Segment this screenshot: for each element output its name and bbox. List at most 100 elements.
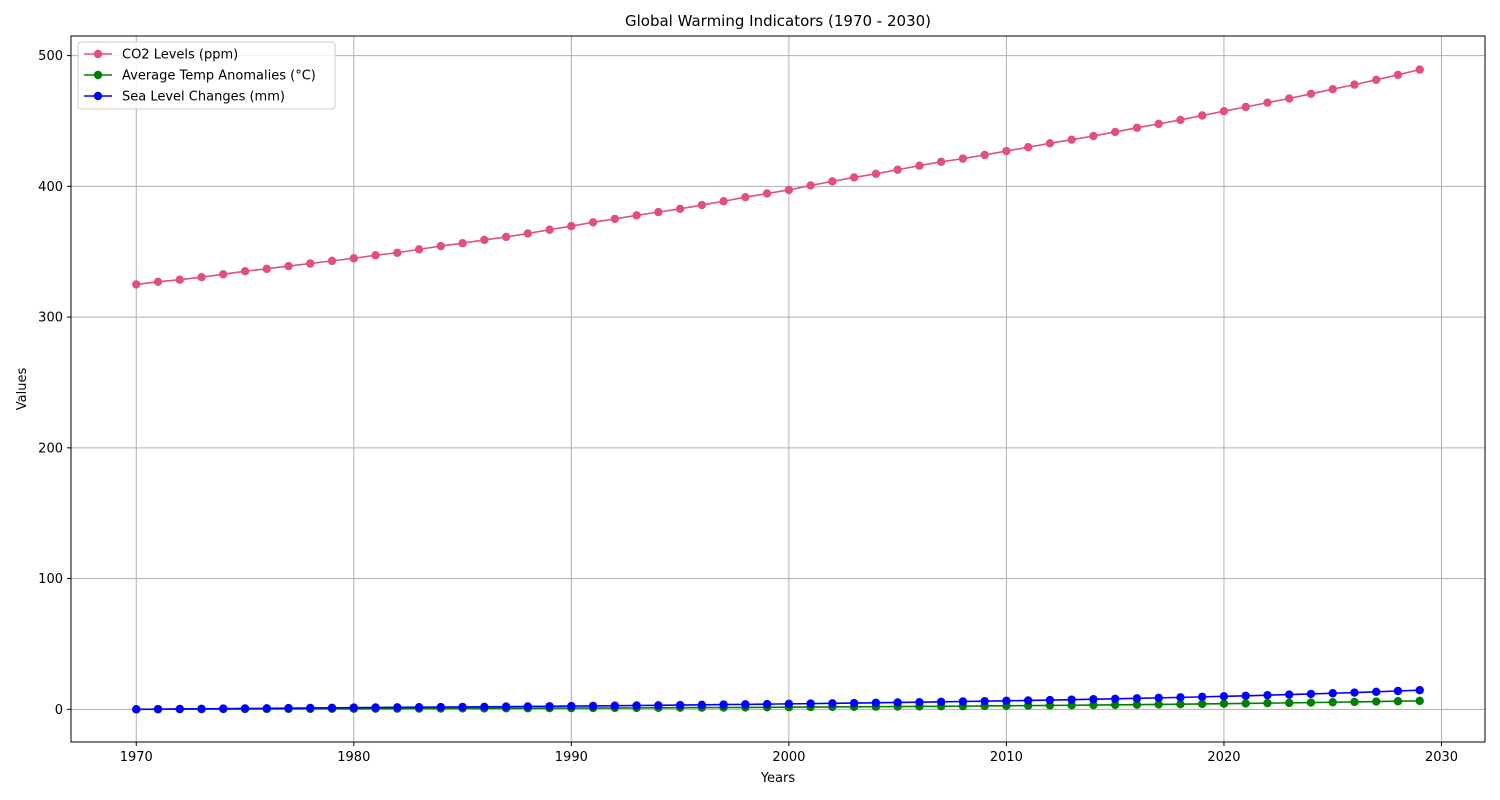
data-point bbox=[806, 181, 815, 190]
data-point bbox=[197, 273, 206, 282]
x-tick-label: 2010 bbox=[990, 750, 1023, 765]
data-point bbox=[284, 261, 293, 271]
data-point bbox=[719, 197, 728, 206]
series-2 bbox=[132, 686, 1424, 714]
data-point bbox=[1110, 700, 1120, 710]
data-point bbox=[175, 275, 184, 284]
data-point bbox=[219, 270, 228, 279]
data-point bbox=[240, 267, 250, 276]
data-point bbox=[1045, 695, 1055, 705]
data-point bbox=[1393, 686, 1403, 696]
data-point bbox=[1328, 85, 1337, 94]
data-point bbox=[741, 193, 750, 202]
data-point bbox=[327, 256, 337, 266]
data-point bbox=[480, 702, 489, 712]
data-point bbox=[1176, 693, 1185, 702]
data-point bbox=[523, 702, 533, 711]
data-point bbox=[610, 701, 620, 710]
data-point bbox=[1263, 690, 1272, 700]
data-point bbox=[1132, 694, 1142, 703]
data-point bbox=[1002, 146, 1011, 156]
data-point bbox=[871, 698, 881, 707]
data-point bbox=[262, 704, 271, 713]
data-point bbox=[1219, 692, 1229, 701]
y-tick-label: 200 bbox=[38, 441, 63, 456]
data-point bbox=[1306, 689, 1316, 699]
x-axis-label: Years bbox=[760, 771, 796, 786]
y-tick-label: 300 bbox=[38, 311, 63, 326]
legend-marker bbox=[93, 91, 103, 101]
y-tick-label: 400 bbox=[38, 180, 63, 195]
data-point bbox=[458, 702, 467, 712]
data-point bbox=[915, 697, 924, 707]
data-point bbox=[1306, 698, 1316, 707]
data-point bbox=[219, 704, 228, 713]
legend-marker bbox=[93, 70, 103, 80]
data-point bbox=[458, 239, 467, 248]
data-point bbox=[1241, 102, 1250, 112]
data-point bbox=[719, 700, 728, 709]
data-point bbox=[610, 214, 620, 224]
data-point bbox=[1045, 139, 1055, 148]
data-point bbox=[436, 241, 446, 251]
data-point bbox=[1415, 696, 1424, 706]
data-point bbox=[958, 697, 968, 706]
data-point bbox=[1285, 698, 1294, 708]
y-tick-label: 100 bbox=[38, 572, 63, 587]
data-point bbox=[1350, 80, 1359, 89]
data-point bbox=[1241, 699, 1250, 708]
legend-label: Sea Level Changes (mm) bbox=[122, 90, 285, 105]
data-point bbox=[1110, 127, 1120, 137]
data-point bbox=[175, 704, 184, 714]
data-point bbox=[393, 703, 402, 712]
legend-label: Average Temp Anomalies (°C) bbox=[122, 69, 316, 84]
data-point bbox=[784, 699, 794, 709]
data-point bbox=[1023, 696, 1033, 705]
data-point bbox=[654, 701, 663, 710]
data-point bbox=[784, 185, 794, 195]
data-point bbox=[849, 698, 859, 708]
series-0 bbox=[132, 65, 1424, 289]
data-point bbox=[567, 221, 576, 231]
data-point bbox=[871, 169, 881, 179]
data-point bbox=[915, 161, 924, 170]
data-point bbox=[632, 211, 641, 220]
data-point bbox=[980, 150, 989, 160]
data-point bbox=[1306, 89, 1316, 98]
data-point bbox=[1002, 696, 1011, 706]
data-point bbox=[1089, 700, 1098, 710]
data-point bbox=[414, 245, 424, 254]
data-point bbox=[545, 702, 554, 711]
data-point bbox=[632, 701, 641, 710]
data-point bbox=[371, 251, 380, 260]
data-point bbox=[306, 703, 315, 713]
data-point bbox=[1372, 75, 1381, 84]
data-point bbox=[1067, 135, 1076, 144]
data-point bbox=[1328, 689, 1337, 698]
data-point bbox=[1154, 693, 1163, 703]
data-point bbox=[1328, 698, 1337, 707]
data-point bbox=[893, 165, 902, 174]
data-point bbox=[153, 277, 163, 286]
data-point bbox=[936, 697, 946, 707]
data-point bbox=[501, 232, 511, 242]
data-point bbox=[588, 218, 598, 227]
y-tick-label: 500 bbox=[38, 49, 63, 64]
data-point bbox=[1350, 688, 1359, 697]
data-point bbox=[327, 703, 337, 712]
data-point bbox=[1219, 106, 1229, 116]
data-point bbox=[980, 696, 989, 706]
data-point bbox=[132, 705, 141, 714]
data-point bbox=[1023, 143, 1033, 152]
data-point bbox=[480, 235, 489, 245]
data-point bbox=[1263, 98, 1272, 107]
data-point bbox=[1198, 699, 1207, 709]
data-point bbox=[762, 189, 772, 198]
data-point bbox=[697, 200, 707, 210]
data-point bbox=[1176, 699, 1185, 709]
chart-title: Global Warming Indicators (1970 - 2030) bbox=[625, 12, 931, 30]
data-point bbox=[1198, 111, 1207, 120]
x-tick-label: 2000 bbox=[772, 750, 805, 765]
